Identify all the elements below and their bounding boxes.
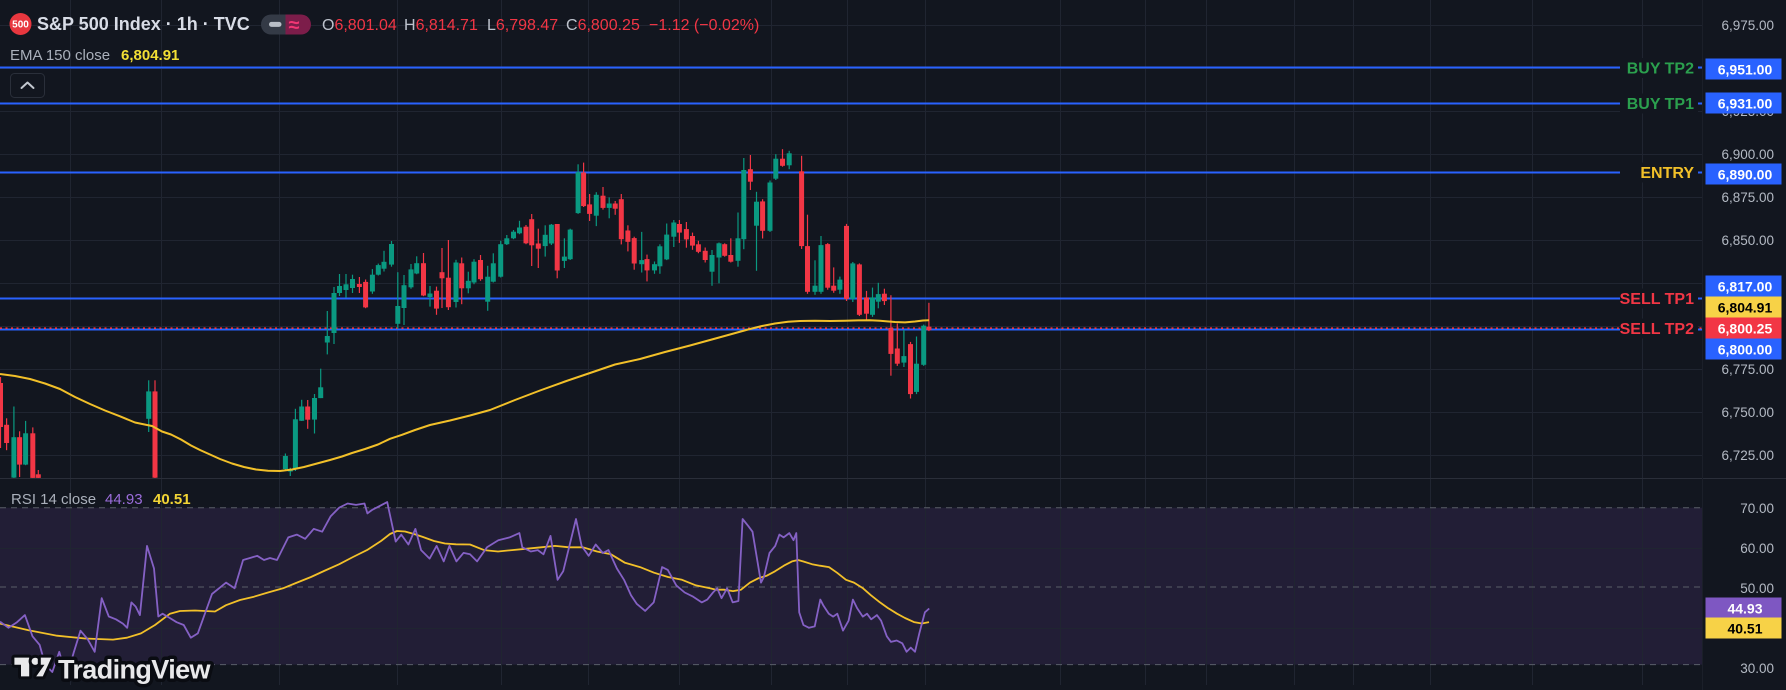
svg-text:L6,798.47: L6,798.47 <box>487 17 558 34</box>
svg-text:6,750.00: 6,750.00 <box>1721 405 1774 420</box>
svg-text:40.51: 40.51 <box>153 491 191 508</box>
svg-text:SELL TP1: SELL TP1 <box>1620 291 1694 308</box>
svg-text:6,775.00: 6,775.00 <box>1721 362 1774 377</box>
svg-text:C6,800.25: C6,800.25 <box>566 17 640 34</box>
svg-text:6,725.00: 6,725.00 <box>1721 448 1774 463</box>
svg-text:6,875.00: 6,875.00 <box>1721 190 1774 205</box>
svg-text:6,931.00: 6,931.00 <box>1718 95 1773 111</box>
svg-text:500: 500 <box>12 20 29 31</box>
svg-text:44.93: 44.93 <box>1727 600 1762 616</box>
svg-text:BUY TP1: BUY TP1 <box>1627 96 1694 113</box>
svg-text:6,890.00: 6,890.00 <box>1718 166 1773 182</box>
svg-text:ENTRY: ENTRY <box>1640 165 1694 182</box>
svg-text:S&P 500 Index · 1h · TVC: S&P 500 Index · 1h · TVC <box>37 14 250 34</box>
svg-text:H6,814.71: H6,814.71 <box>404 17 478 34</box>
svg-text:O6,801.04: O6,801.04 <box>322 17 397 34</box>
svg-text:6,900.00: 6,900.00 <box>1721 147 1774 162</box>
svg-text:60.00: 60.00 <box>1740 541 1774 556</box>
svg-text:40.51: 40.51 <box>1727 620 1762 636</box>
svg-text:30.00: 30.00 <box>1740 661 1774 676</box>
svg-text:6,800.00: 6,800.00 <box>1718 341 1773 357</box>
svg-text:SELL TP2: SELL TP2 <box>1620 321 1694 338</box>
svg-text:70.00: 70.00 <box>1740 501 1774 516</box>
svg-text:50.00: 50.00 <box>1740 581 1774 596</box>
svg-text:6,975.00: 6,975.00 <box>1721 18 1774 33</box>
svg-text:6,800.25: 6,800.25 <box>1718 320 1773 336</box>
svg-text:EMA 150 close: EMA 150 close <box>10 47 110 64</box>
svg-text:BUY TP2: BUY TP2 <box>1627 61 1694 78</box>
svg-text:6,951.00: 6,951.00 <box>1718 61 1773 77</box>
svg-text:RSI 14 close: RSI 14 close <box>11 491 96 508</box>
svg-text:6,817.00: 6,817.00 <box>1718 278 1773 294</box>
svg-text:−1.12 (−0.02%): −1.12 (−0.02%) <box>649 17 759 34</box>
svg-text:≈: ≈ <box>289 15 300 37</box>
svg-text:6,804.91: 6,804.91 <box>1718 299 1773 315</box>
svg-text:TradingView: TradingView <box>58 655 212 685</box>
svg-text:6,804.91: 6,804.91 <box>121 47 179 64</box>
svg-text:6,850.00: 6,850.00 <box>1721 233 1774 248</box>
svg-text:44.93: 44.93 <box>105 491 143 508</box>
